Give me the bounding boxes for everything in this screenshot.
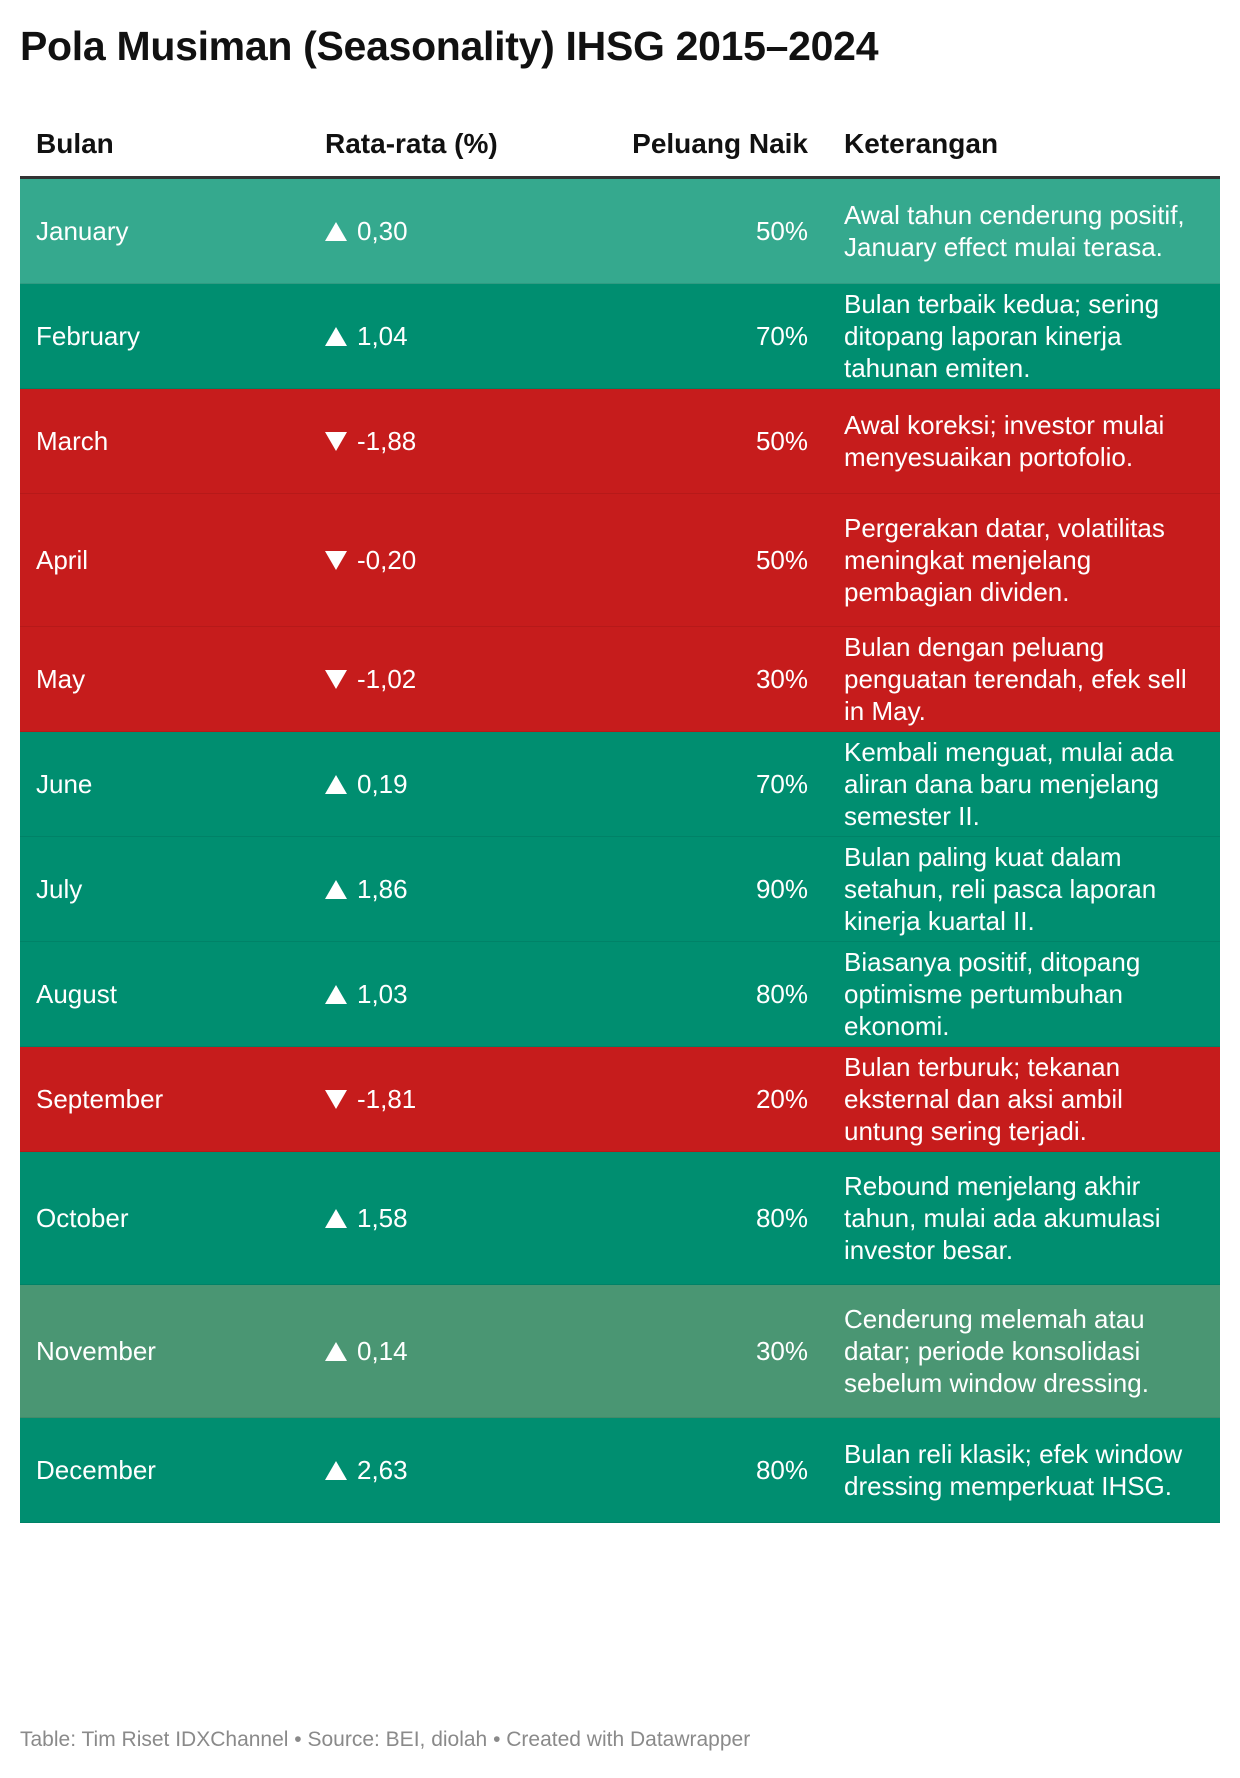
- note-cell: Bulan paling kuat dalam setahun, reli pa…: [844, 842, 1157, 936]
- table-row: May -1,02 30% Bulan dengan peluang penguata…: [20, 627, 1220, 732]
- average-cell: -1,88: [325, 426, 515, 457]
- probability-cell: 50%: [755, 544, 808, 575]
- table-row: February 1,04 70% Bulan terbaik kedua; seri…: [20, 284, 1220, 389]
- triangle-up-icon: [325, 326, 347, 346]
- month-cell: August: [36, 978, 117, 1009]
- seasonality-table: Bulan Rata-rata (%) Peluang Naik Keteran…: [20, 112, 1220, 1523]
- average-value: 1,03: [357, 978, 408, 1009]
- table-row: June 0,19 70% Kembali menguat, mulai ada al…: [20, 732, 1220, 837]
- average-cell: 0,30: [325, 216, 515, 247]
- average-value: 1,58: [357, 1202, 408, 1233]
- probability-cell: 30%: [755, 663, 808, 694]
- triangle-up-icon: [325, 984, 347, 1004]
- triangle-up-icon: [325, 1208, 347, 1228]
- average-value: -0,20: [357, 544, 417, 575]
- triangle-up-icon: [325, 1460, 347, 1480]
- probability-cell: 80%: [755, 1202, 808, 1233]
- triangle-down-icon: [325, 669, 347, 689]
- note-cell: Biasanya positif, ditopang optimisme per…: [844, 947, 1141, 1041]
- footer-credits: Table: Tim Riset IDXChannel • Source: BE…: [20, 1728, 751, 1751]
- average-cell: 0,19: [325, 769, 515, 800]
- average-cell: 1,03: [325, 979, 515, 1010]
- probability-cell: 20%: [755, 1083, 808, 1114]
- month-cell: November: [36, 1335, 156, 1366]
- average-value: -1,02: [357, 663, 417, 694]
- table-row: September -1,81 20% Bulan terburuk; tekanan…: [20, 1047, 1220, 1152]
- month-cell: June: [36, 768, 93, 799]
- average-cell: 1,58: [325, 1203, 515, 1234]
- average-value: 1,04: [357, 320, 408, 351]
- triangle-up-icon: [325, 221, 347, 241]
- note-cell: Bulan dengan peluang penguatan terendah,…: [844, 632, 1187, 726]
- note-cell: Rebound menjelang akhir tahun, mulai ada…: [844, 1171, 1161, 1265]
- probability-cell: 80%: [755, 978, 808, 1009]
- probability-cell: 30%: [755, 1335, 808, 1366]
- triangle-up-icon: [325, 879, 347, 899]
- table-row: October 1,58 80% Rebound menjelang akhir ta…: [20, 1152, 1220, 1285]
- table-header: Bulan Rata-rata (%) Peluang Naik Keteran…: [20, 112, 1220, 179]
- average-cell: 2,63: [325, 1455, 515, 1486]
- note-cell: Kembali menguat, mulai ada aliran dana b…: [844, 737, 1174, 831]
- average-value: 2,63: [357, 1454, 408, 1485]
- average-value: 0,14: [357, 1335, 408, 1366]
- table-row: December 2,63 80% Bulan reli klasik; efek w…: [20, 1418, 1220, 1523]
- note-cell: Pergerakan datar, volatilitas meningkat …: [844, 513, 1165, 607]
- triangle-down-icon: [325, 431, 347, 451]
- header-peluang-naik[interactable]: Peluang Naik: [632, 128, 808, 159]
- average-cell: 1,86: [325, 874, 515, 905]
- triangle-down-icon: [325, 1089, 347, 1109]
- month-cell: April: [36, 544, 89, 575]
- table-row: July 1,86 90% Bulan paling kuat dalam setah…: [20, 837, 1220, 942]
- average-cell: 1,04: [325, 321, 515, 352]
- month-cell: December: [36, 1454, 156, 1485]
- average-cell: 0,14: [325, 1336, 515, 1367]
- month-cell: October: [36, 1202, 129, 1233]
- average-value: 0,19: [357, 768, 408, 799]
- note-cell: Awal tahun cenderung positif, January ef…: [844, 200, 1185, 262]
- header-rata-rata[interactable]: Rata-rata (%): [325, 128, 498, 159]
- chart-title: Pola Musiman (Seasonality) IHSG 2015–202…: [20, 23, 879, 69]
- triangle-up-icon: [325, 1341, 347, 1361]
- table-row: January 0,30 50% Awal tahun cenderung posit…: [20, 179, 1220, 284]
- probability-cell: 80%: [755, 1454, 808, 1485]
- month-cell: March: [36, 425, 109, 456]
- header-keterangan[interactable]: Keterangan: [844, 128, 999, 159]
- average-value: 0,30: [357, 215, 408, 246]
- probability-cell: 70%: [755, 320, 808, 351]
- table-row: August 1,03 80% Biasanya positif, ditopang …: [20, 942, 1220, 1047]
- note-cell: Bulan terbaik kedua; sering ditopang lap…: [844, 289, 1160, 383]
- average-value: -1,81: [357, 1083, 417, 1114]
- average-value: 1,86: [357, 873, 408, 904]
- month-cell: May: [36, 663, 86, 694]
- average-value: -1,88: [357, 425, 417, 456]
- table-row: November 0,14 30% Cenderung melemah atau da…: [20, 1285, 1220, 1418]
- table-row: April -0,20 50% Pergerakan datar, volatilit…: [20, 494, 1220, 627]
- month-cell: January: [36, 215, 129, 246]
- average-cell: -0,20: [325, 545, 515, 576]
- probability-cell: 50%: [755, 215, 808, 246]
- triangle-down-icon: [325, 550, 347, 570]
- header-bulan[interactable]: Bulan: [36, 128, 114, 159]
- month-cell: February: [36, 320, 141, 351]
- month-cell: September: [36, 1083, 164, 1114]
- probability-cell: 50%: [755, 425, 808, 456]
- table-body: January 0,30 50% Awal tahun cenderung posit…: [20, 179, 1220, 1523]
- note-cell: Bulan reli klasik; efek window dressing …: [844, 1439, 1183, 1501]
- month-cell: July: [36, 873, 83, 904]
- triangle-up-icon: [325, 774, 347, 794]
- average-cell: -1,02: [325, 664, 515, 695]
- probability-cell: 90%: [755, 873, 808, 904]
- note-cell: Awal koreksi; investor mulai menyesuaika…: [844, 410, 1165, 472]
- note-cell: Cenderung melemah atau datar; periode ko…: [844, 1304, 1149, 1398]
- average-cell: -1,81: [325, 1084, 515, 1115]
- table-row: March -1,88 50% Awal koreksi; investor mula…: [20, 389, 1220, 494]
- note-cell: Bulan terburuk; tekanan eksternal dan ak…: [844, 1052, 1123, 1146]
- probability-cell: 70%: [755, 768, 808, 799]
